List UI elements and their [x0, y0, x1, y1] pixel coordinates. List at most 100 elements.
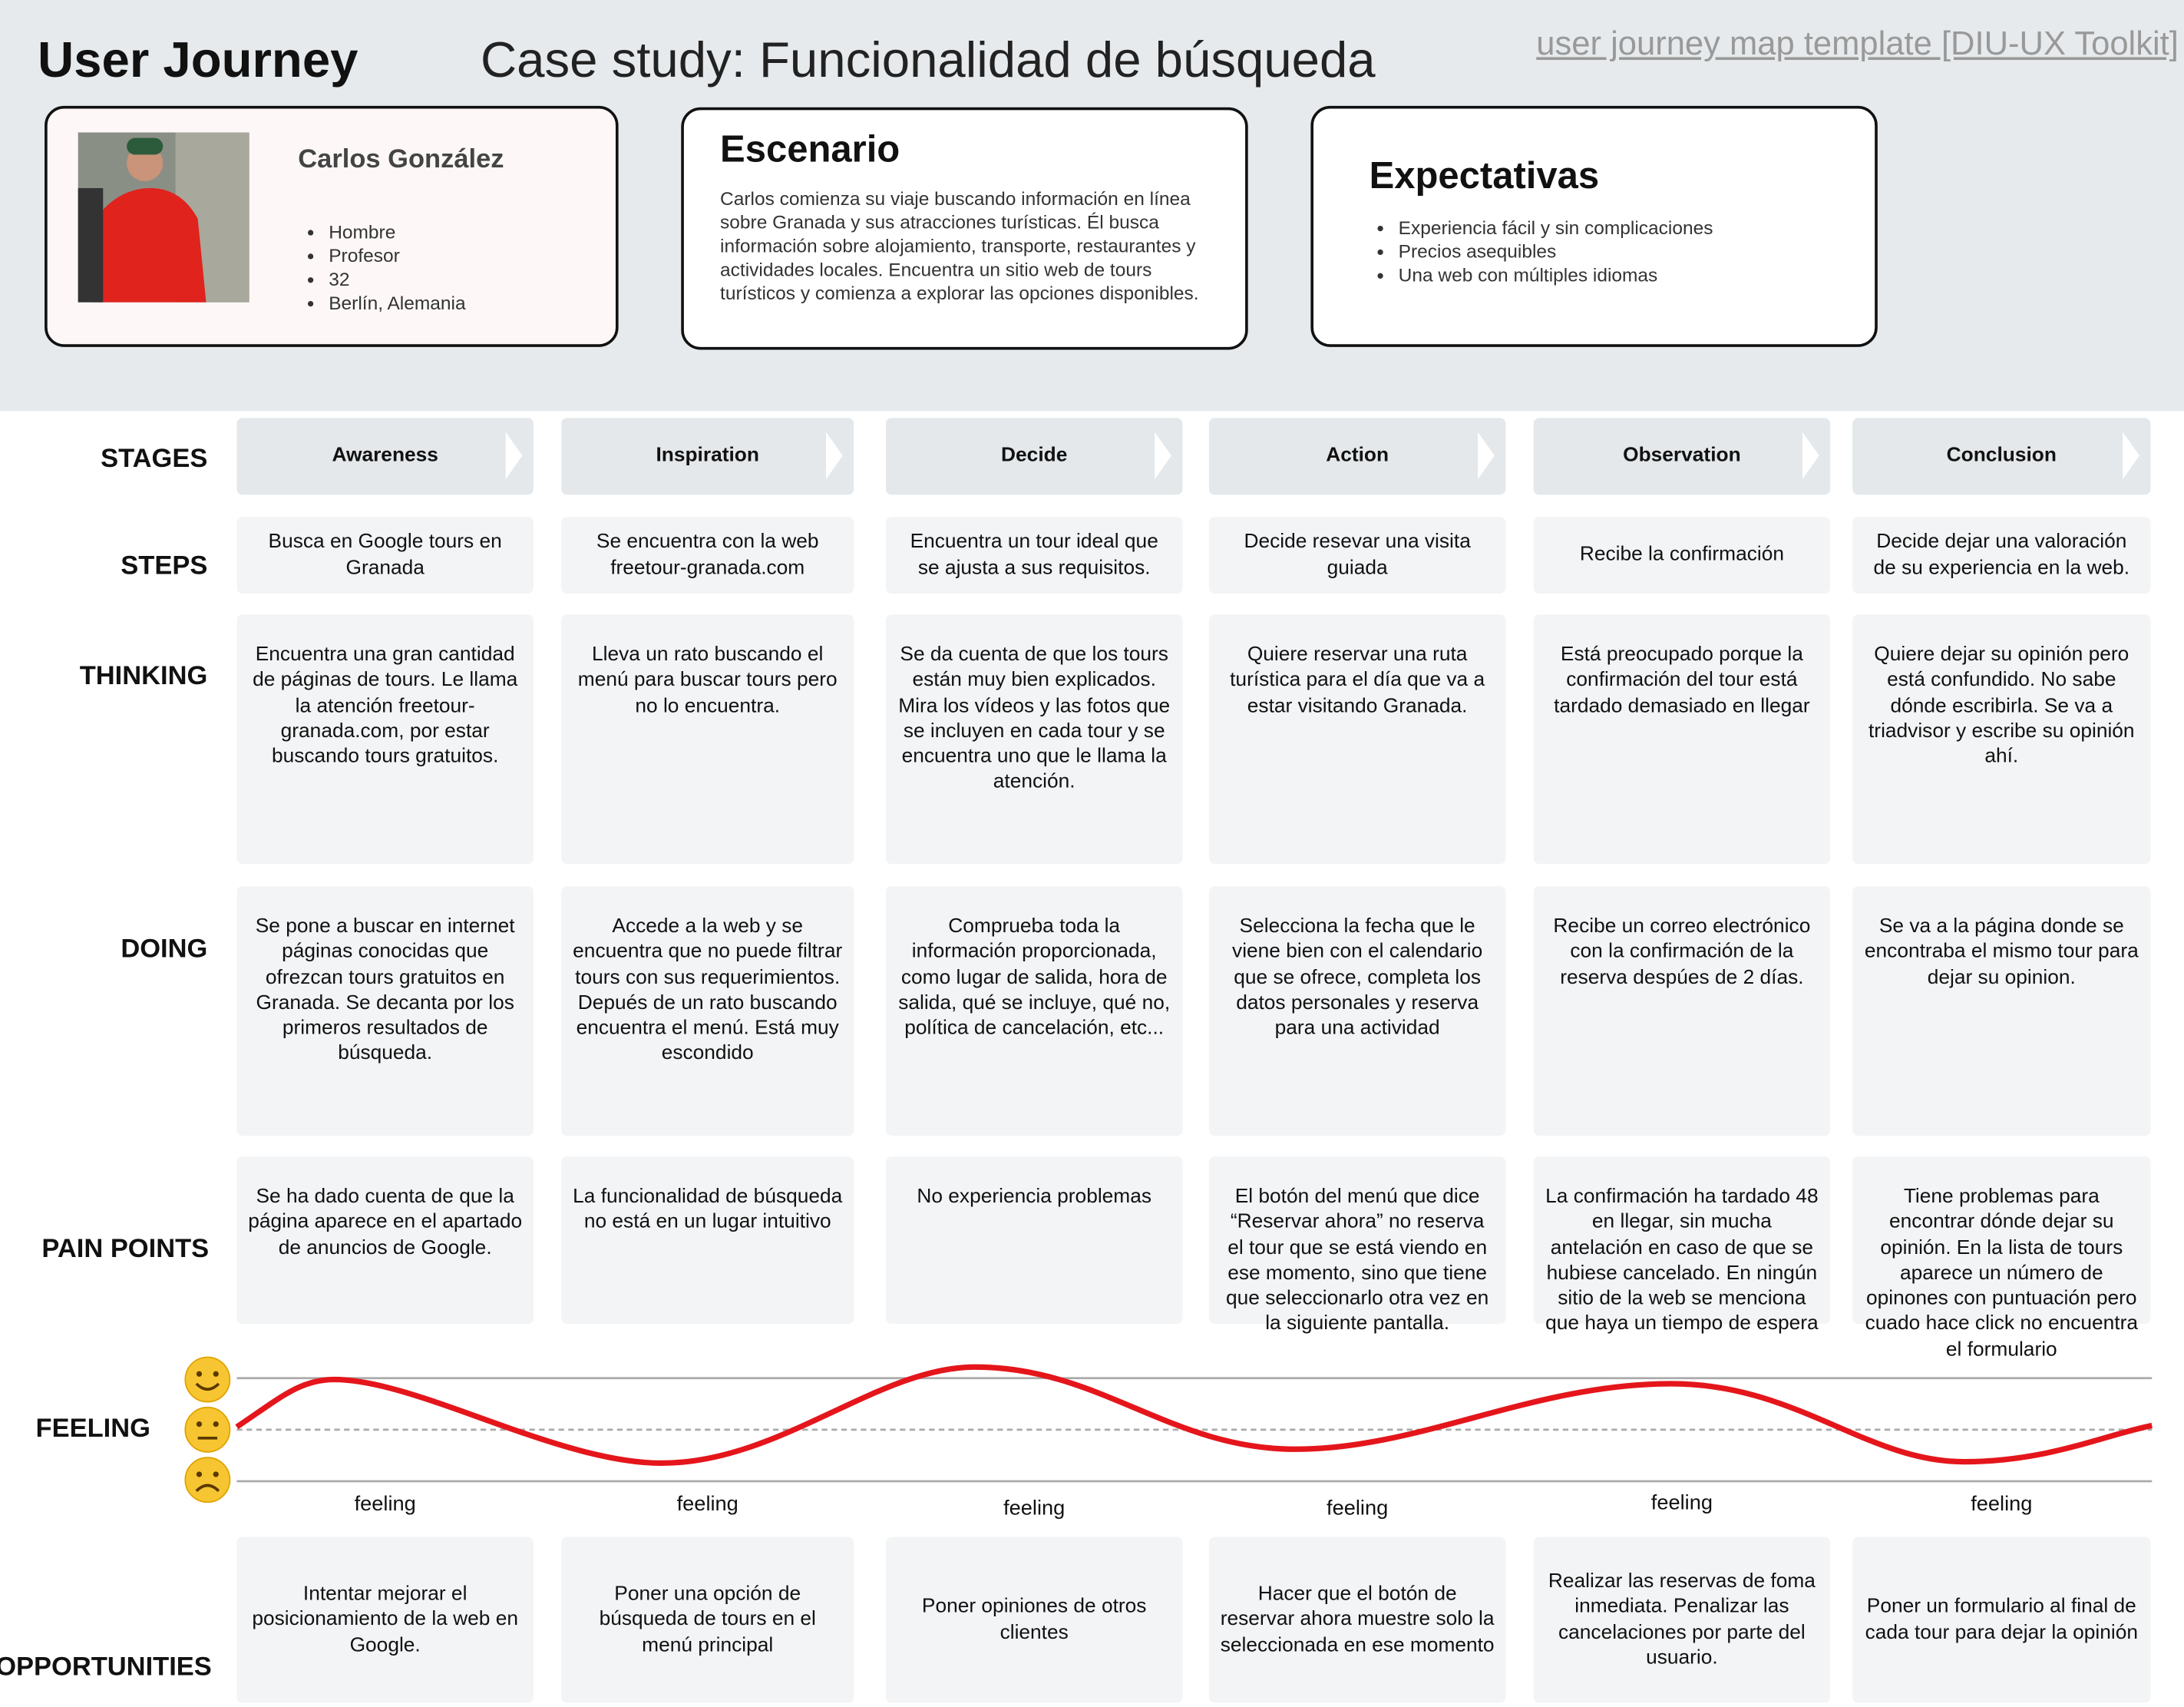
pain-point-cell: Tiene problemas para encontrar dónde dej…: [1852, 1156, 2151, 1361]
stage-cell: Decide: [885, 418, 1183, 495]
doing-cell: Se pone a buscar en internet páginas con…: [236, 886, 534, 1136]
stage-arrow: [1155, 432, 1171, 480]
row-label: THINKING: [79, 661, 208, 692]
stage-arrow: [2123, 432, 2139, 480]
cell-text: Conclusion: [1946, 445, 2057, 468]
row-label: OPPORTUNITIES: [0, 1652, 212, 1682]
cell-text: Quiere reservar una ruta turística para …: [1230, 643, 1485, 717]
persona-details: HombreProfesor32Berlín, Alemania: [309, 220, 465, 315]
cell-text: Poner una opción de búsqueda de tours en…: [599, 1583, 816, 1657]
row-label: FEELING: [35, 1414, 150, 1444]
cell-text: Awareness: [332, 445, 438, 468]
persona-detail: Profesor: [329, 244, 465, 268]
cell-text: Decide: [1001, 445, 1068, 468]
thinking-cell: Se da cuenta de que los tours están muy …: [885, 614, 1183, 865]
subtitle: Case study: Funcionalidad de búsqueda: [480, 30, 1376, 88]
cell-text: La funcionalidad de búsqueda no está en …: [573, 1186, 843, 1234]
cell-text: Inspiration: [656, 445, 759, 468]
cell-text: Accede a la web y se encuentra que no pu…: [573, 915, 843, 1066]
cell-text: Recibe un correo electrónico con la conf…: [1553, 915, 1811, 989]
persona-detail: 32: [329, 267, 465, 291]
doing-cell: Se va a la página donde se encontraba el…: [1852, 886, 2151, 1136]
thinking-cell: Quiere dejar su opinión pero está confun…: [1852, 614, 2151, 865]
opportunity-cell: Poner una opción de búsqueda de tours en…: [561, 1537, 854, 1703]
cell-text: Lleva un rato buscando el menú para busc…: [577, 643, 838, 717]
doing-cell: Accede a la web y se encuentra que no pu…: [561, 886, 854, 1136]
opportunity-cell: Poner un formulario al final de cada tou…: [1852, 1537, 2151, 1703]
cell-text: Quiere dejar su opinión pero está confun…: [1868, 643, 2135, 769]
stage-arrow: [825, 432, 843, 480]
cell-text: Se va a la página donde se encontraba el…: [1864, 915, 2139, 989]
cell-text: La confirmación ha tardado 48 en llegar,…: [1545, 1186, 1819, 1336]
thinking-cell: Encuentra una gran cantidad de páginas d…: [236, 614, 534, 865]
persona-detail: Hombre: [329, 220, 465, 244]
step-cell: Decide resevar una visita guiada: [1208, 517, 1506, 594]
cell-text: Recibe la confirmación: [1579, 544, 1784, 567]
step-cell: Recibe la confirmación: [1533, 517, 1831, 594]
stage-arrow: [1802, 432, 1819, 480]
stage-cell: Conclusion: [1852, 418, 2151, 495]
row-label: DOING: [121, 935, 208, 964]
pain-point-cell: No experiencia problemas: [885, 1156, 1183, 1324]
row-label: STAGES: [101, 444, 208, 474]
persona-photo: [78, 132, 249, 303]
feeling-label: feeling: [1003, 1496, 1066, 1520]
cell-text: Está preocupado porque la confirmación d…: [1554, 643, 1810, 717]
step-cell: Busca en Google tours en Granada: [236, 517, 534, 594]
scenario-title: Escenario: [720, 127, 900, 170]
feeling-label: feeling: [354, 1492, 416, 1517]
feeling-label: feeling: [1327, 1496, 1389, 1520]
scenario-text: Carlos comienza su viaje buscando inform…: [720, 187, 1199, 304]
cell-text: No experiencia problemas: [917, 1186, 1152, 1209]
stage-cell: Awareness: [236, 418, 534, 495]
cell-text: Busca en Google tours en Granada: [268, 531, 502, 580]
thinking-cell: Quiere reservar una ruta turística para …: [1208, 614, 1506, 865]
opportunity-cell: Intentar mejorar el posicionamiento de l…: [236, 1537, 534, 1703]
thinking-cell: Lleva un rato buscando el menú para busc…: [561, 614, 854, 865]
doing-cell: Recibe un correo electrónico con la conf…: [1533, 886, 1831, 1136]
cell-text: Action: [1326, 445, 1389, 468]
opportunity-cell: Realizar las reservas de foma inmediata.…: [1533, 1537, 1831, 1703]
feeling-label: feeling: [1971, 1492, 2033, 1517]
stage-cell: Observation: [1533, 418, 1831, 495]
cell-text: Se pone a buscar en internet páginas con…: [255, 915, 515, 1066]
opportunity-cell: Hacer que el botón de reservar ahora mue…: [1208, 1537, 1506, 1703]
row-label: PAIN POINTS: [41, 1234, 210, 1264]
persona-name: Carlos González: [298, 144, 504, 174]
cell-text: Se da cuenta de que los tours están muy …: [898, 643, 1171, 794]
cell-text: Decide dejar una valoración de su experi…: [1873, 531, 2130, 580]
stage-cell: Action: [1208, 418, 1506, 495]
cell-text: Selecciona la fecha que le viene bien co…: [1232, 915, 1483, 1040]
feeling-chart: [184, 1356, 2153, 1504]
persona-detail: Berlín, Alemania: [329, 291, 465, 315]
cell-text: Comprueba toda la información proporcion…: [898, 915, 1171, 1040]
template-link[interactable]: user journey map template [DIU-UX Toolki…: [1536, 25, 2179, 63]
cell-text: Hacer que el botón de reservar ahora mue…: [1220, 1583, 1495, 1657]
cell-text: Poner opiniones de otros clientes: [921, 1596, 1147, 1644]
cell-text: Poner un formulario al final de cada tou…: [1865, 1596, 2139, 1644]
cell-text: Se encuentra con la web freetour-granada…: [596, 531, 819, 580]
title: User Journey: [37, 30, 358, 88]
expectation-item: Experiencia fácil y sin complicaciones: [1399, 216, 1713, 240]
expectations-title: Expectativas: [1369, 154, 1600, 197]
cell-text: Observation: [1623, 445, 1741, 468]
step-cell: Encuentra un tour ideal que se ajusta a …: [885, 517, 1183, 594]
expectations-list: Experiencia fácil y sin complicacionesPr…: [1379, 216, 1713, 287]
pain-point-cell: La funcionalidad de búsqueda no está en …: [561, 1156, 854, 1324]
cell-text: Realizar las reservas de foma inmediata.…: [1548, 1570, 1816, 1669]
stage-arrow: [505, 432, 523, 480]
stage-arrow: [1478, 432, 1495, 480]
row-label: STEPS: [121, 551, 208, 581]
pain-point-cell: El botón del menú que dice “Reservar aho…: [1208, 1156, 1506, 1335]
cell-text: Encuentra una gran cantidad de páginas d…: [253, 643, 518, 769]
feeling-label: feeling: [1650, 1490, 1713, 1515]
thinking-cell: Está preocupado porque la confirmación d…: [1533, 614, 1831, 865]
opportunity-cell: Poner opiniones de otros clientes: [885, 1537, 1183, 1703]
step-cell: Decide dejar una valoración de su experi…: [1852, 517, 2151, 594]
expectation-item: Una web con múltiples idiomas: [1399, 263, 1713, 287]
cell-text: Intentar mejorar el posicionamiento de l…: [252, 1583, 518, 1657]
cell-text: Decide resevar una visita guiada: [1244, 531, 1471, 580]
doing-cell: Comprueba toda la información proporcion…: [885, 886, 1183, 1136]
scenario-card: [681, 107, 1248, 350]
